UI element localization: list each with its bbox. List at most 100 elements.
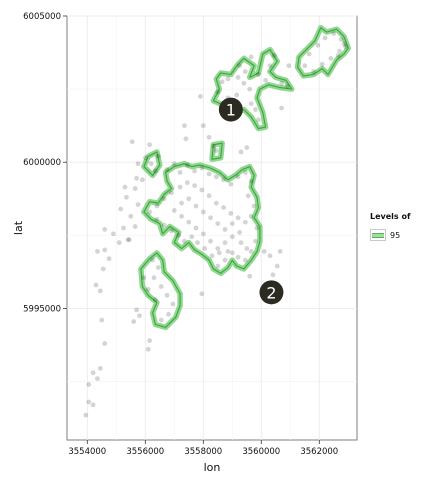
data-point [215, 89, 221, 95]
data-point [241, 80, 247, 86]
y-tick-label: 6005000 [23, 12, 61, 22]
plot-panel [66, 15, 358, 441]
data-point [341, 41, 347, 47]
axes: 3554000 3556000 3558000 3560000 3562000 59950… [23, 12, 338, 457]
data-point [225, 248, 231, 254]
data-point [221, 205, 227, 210]
data-point [128, 213, 134, 219]
data-point [186, 196, 192, 202]
data-point [99, 317, 105, 323]
data-point [154, 203, 160, 209]
data-point [150, 257, 155, 263]
data-point [148, 161, 154, 167]
contour-line [297, 27, 349, 77]
data-point [100, 266, 106, 272]
data-point [111, 231, 116, 237]
data-point [228, 210, 234, 216]
data-point [285, 83, 290, 89]
data-point [247, 86, 253, 92]
data-point [229, 221, 235, 227]
legend-label: 95 [390, 230, 401, 240]
data-point [145, 346, 151, 352]
data-point [179, 213, 184, 219]
data-point [248, 248, 254, 254]
x-tick-label: 3558000 [184, 447, 222, 457]
contour-line [143, 163, 261, 274]
data-point [122, 184, 128, 190]
data-point [134, 175, 140, 181]
data-point [95, 248, 100, 254]
contour-line [140, 252, 181, 328]
contour-layer [138, 24, 352, 331]
cluster-annotation: 1 [218, 97, 243, 122]
data-point [244, 145, 250, 150]
data-point [229, 234, 235, 240]
data-point [184, 162, 190, 168]
data-point [102, 341, 108, 346]
data-point [228, 181, 234, 187]
data-point [248, 101, 254, 107]
data-point [238, 240, 244, 246]
data-point [176, 232, 182, 238]
data-point [274, 263, 280, 269]
data-point [193, 225, 199, 231]
data-point [206, 134, 212, 140]
data-point [247, 273, 253, 279]
data-point [155, 265, 161, 270]
data-point [229, 250, 235, 256]
data-point [155, 153, 161, 159]
data-point [129, 139, 135, 145]
data-point [237, 229, 242, 235]
data-point [151, 275, 157, 281]
data-point [125, 237, 131, 243]
data-point [279, 105, 284, 111]
data-point [237, 63, 242, 69]
contour-line [211, 142, 223, 160]
data-point [213, 200, 219, 206]
data-point [270, 272, 276, 278]
data-point [154, 216, 160, 222]
data-point [192, 183, 198, 189]
data-point [140, 177, 145, 183]
data-point [199, 187, 205, 193]
data-point [222, 257, 228, 263]
data-point [208, 238, 213, 244]
data-point [171, 161, 177, 167]
data-point [161, 222, 167, 228]
data-point [306, 51, 312, 57]
data-point [182, 123, 187, 129]
points-layer [83, 31, 348, 418]
data-point [253, 107, 258, 112]
legend-entry: 95 [370, 229, 410, 241]
data-point [337, 48, 342, 54]
data-point [256, 72, 261, 77]
data-point [200, 231, 206, 237]
x-tick-label: 3556000 [126, 447, 164, 457]
annotation-marker [218, 97, 243, 122]
data-point [338, 36, 344, 42]
cluster-annotation: 2 [259, 280, 284, 305]
data-point [256, 117, 261, 123]
x-tick-label: 3560000 [242, 447, 280, 457]
data-point [193, 203, 199, 209]
data-point [177, 184, 183, 190]
data-point [221, 177, 227, 183]
data-point [147, 142, 153, 148]
data-point [335, 53, 341, 58]
data-point [315, 42, 321, 48]
x-axis-title: lon [204, 461, 221, 474]
data-point [93, 282, 99, 288]
x-tick-label: 3562000 [300, 447, 338, 457]
data-point [242, 170, 248, 175]
data-point [286, 63, 292, 69]
data-point [302, 63, 308, 69]
data-point [242, 219, 248, 225]
data-point [267, 63, 273, 69]
data-point [135, 161, 141, 167]
data-point [248, 178, 254, 184]
data-point [147, 338, 153, 343]
data-point [263, 77, 269, 83]
data-point [169, 228, 174, 234]
data-point [158, 284, 164, 289]
data-point [198, 94, 203, 99]
